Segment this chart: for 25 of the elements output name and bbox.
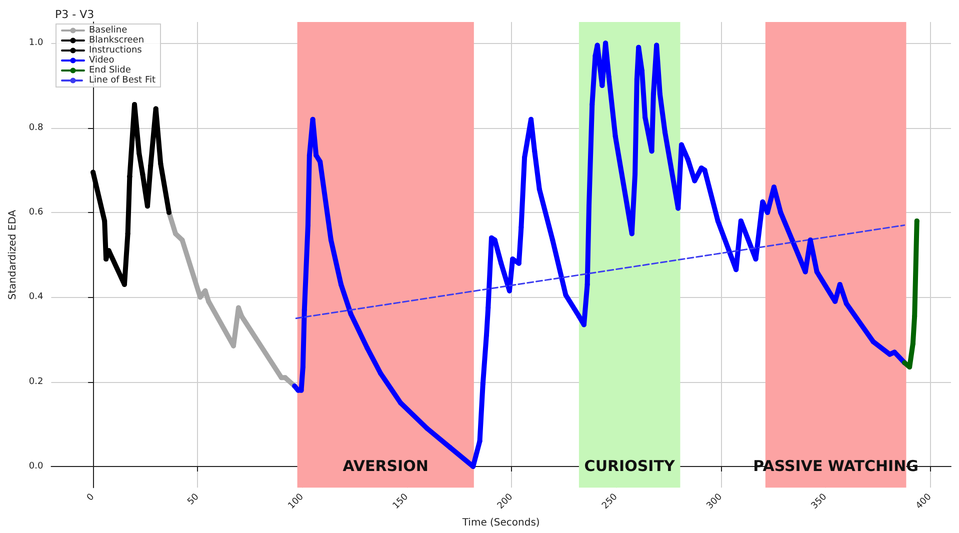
legend-label: Baseline [89, 26, 128, 36]
x-tick-label: 100 [286, 492, 306, 512]
legend-label: Video [89, 56, 115, 66]
legend-label: Blankscreen [89, 36, 144, 46]
legend-label: End Slide [89, 66, 132, 76]
x-tick-label: 300 [705, 492, 725, 512]
y-tick-label: 1.0 [28, 38, 44, 48]
y-tick-label: 0.2 [28, 376, 44, 387]
y-tick-label: 0.4 [28, 292, 44, 302]
band-label: AVERSION [342, 457, 428, 476]
x-tick-label: 0 [85, 492, 97, 504]
y-tick-label: 0.8 [28, 122, 44, 133]
x-axis-title: Time (Seconds) [461, 518, 540, 528]
legend-label: Line of Best Fit [89, 76, 156, 86]
chart-title: P3 - V3 [55, 8, 94, 21]
legend-label: Instructions [89, 46, 142, 56]
x-tick-label: 150 [391, 492, 411, 512]
x-tick-label: 350 [810, 492, 830, 512]
band-label: CURIOSITY [584, 457, 676, 476]
y-axis-title: Standardized EDA [8, 210, 18, 300]
band-label: PASSIVE WATCHING [753, 457, 918, 476]
y-tick-label: 0.0 [28, 461, 44, 472]
y-tick-label: 0.6 [28, 207, 44, 218]
x-tick-label: 50 [186, 492, 202, 508]
x-tick-label: 400 [914, 492, 934, 512]
